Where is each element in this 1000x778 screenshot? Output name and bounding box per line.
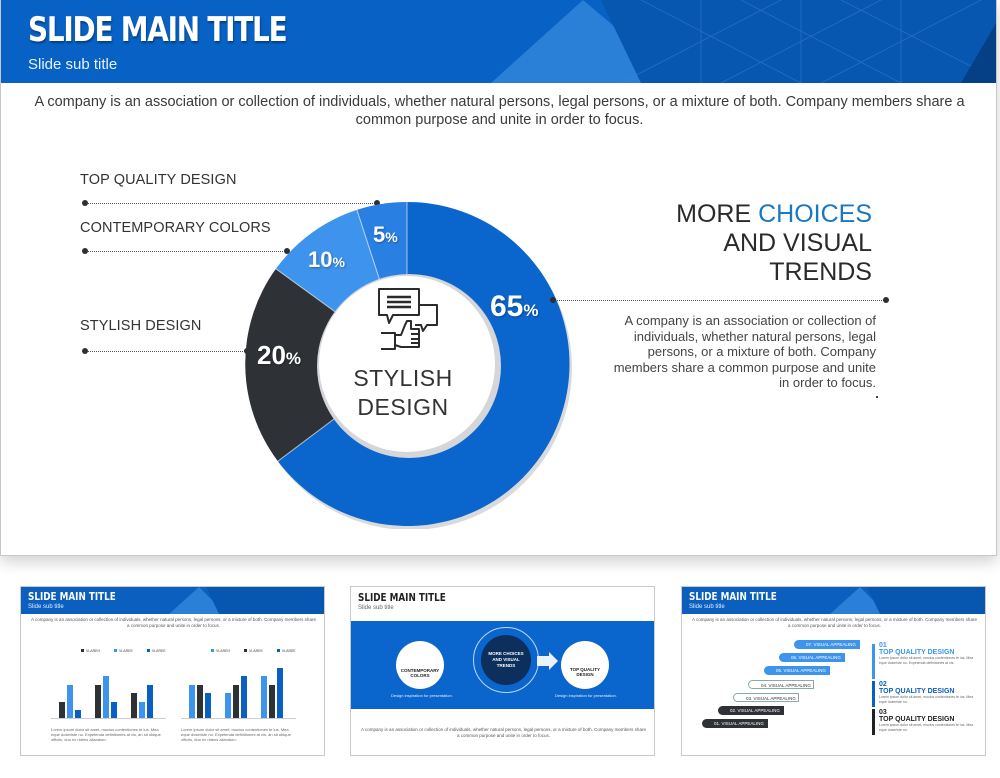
leader-dot bbox=[82, 200, 88, 206]
thumb-header: SLIDE MAIN TITLE Slide sub title bbox=[21, 587, 324, 614]
leader-line-stylish bbox=[85, 351, 247, 352]
arrow-right-icon bbox=[549, 652, 558, 670]
step-pill: 05. VISUAL APPEALING bbox=[764, 666, 830, 675]
item-01: 01 TOP QUALITY DESIGN Lorem ipsum dolor … bbox=[879, 642, 974, 665]
chat-thumbs-up-icon bbox=[378, 288, 438, 350]
thumb-header: SLIDE MAIN TITLE Slide sub title bbox=[682, 587, 985, 614]
thumb-intro: A company is an association or collectio… bbox=[692, 617, 977, 628]
step-pill: 06. VISUAL APPEALING bbox=[779, 653, 845, 662]
circle-top-quality: TOP QUALITY DESIGN bbox=[561, 641, 609, 689]
item-bar bbox=[872, 709, 875, 735]
donut-chart bbox=[245, 201, 572, 529]
right-body-text: A company is an association or collectio… bbox=[613, 313, 876, 390]
step-pill: 01. VISUAL APPEALING bbox=[702, 719, 768, 728]
leader-line-contemporary bbox=[85, 251, 287, 252]
heading-line-2: AND VISUAL bbox=[723, 229, 872, 257]
heading-line-3: TRENDS bbox=[769, 258, 872, 286]
thumb-blue-band: CONTEMPORARY COLORS MORE CHOICES AND VIS… bbox=[351, 621, 654, 709]
heading-more: MORE bbox=[676, 200, 759, 228]
right-heading: MORE CHOICES AND VISUAL TRENDS bbox=[676, 200, 872, 287]
step-pill: 04. VISUAL APPEALING bbox=[748, 680, 814, 689]
thumbnail-slide-3[interactable]: SLIDE MAIN TITLE Slide sub title A compa… bbox=[681, 586, 986, 756]
leader-dot bbox=[82, 348, 88, 354]
center-line-2: DESIGN bbox=[357, 394, 449, 420]
leader-line-65 bbox=[553, 300, 886, 301]
bullet: Design inspiration for presentation. bbox=[391, 693, 453, 698]
circle-contemporary: CONTEMPORARY COLORS bbox=[396, 641, 444, 689]
main-slide-preview[interactable]: SLIDE MAIN TITLE Slide sub title A compa… bbox=[0, 0, 997, 556]
thumb-title: SLIDE MAIN TITLE bbox=[358, 591, 446, 604]
label-contemporary: CONTEMPORARY COLORS bbox=[80, 220, 271, 236]
thumb-intro: A company is an association or collectio… bbox=[31, 617, 316, 628]
leader-line-top-quality bbox=[85, 203, 377, 204]
thumb-subtitle: Slide sub title bbox=[358, 605, 394, 611]
thumb-bar-chart-2: VLAREH VLAREE VLAREE bbox=[181, 649, 296, 719]
item-bar bbox=[872, 644, 875, 679]
circle-center: MORE CHOICES AND VISUAL TRENDS bbox=[481, 635, 531, 685]
pct-label-20: 20% bbox=[257, 340, 302, 370]
arrow-shaft bbox=[537, 656, 549, 666]
thumb-subtitle: Slide sub title bbox=[689, 604, 725, 610]
slide-title: SLIDE MAIN TITLE bbox=[28, 10, 288, 50]
item-02: 02 TOP QUALITY DESIGN Lorem ipsum dolor … bbox=[879, 681, 974, 704]
label-top-quality: TOP QUALITY DESIGN bbox=[80, 172, 237, 188]
pct-label-5: 5% bbox=[373, 222, 398, 247]
thumb-title: SLIDE MAIN TITLE bbox=[689, 590, 777, 603]
pct-label-65: 65% bbox=[490, 290, 539, 323]
bullet: Design inspiration for presentation. bbox=[555, 693, 617, 698]
donut-center-label: STYLISH DESIGN bbox=[323, 364, 483, 422]
step-pill: 03. VISUAL APPEALING bbox=[733, 693, 799, 702]
thumbnail-slide-1[interactable]: SLIDE MAIN TITLE Slide sub title A compa… bbox=[20, 586, 325, 756]
heading-choices: CHOICES bbox=[758, 200, 872, 228]
leader-dot bbox=[883, 297, 889, 303]
leader-dot bbox=[284, 248, 290, 254]
pct-label-10: 10% bbox=[308, 247, 345, 272]
slide-header: SLIDE MAIN TITLE Slide sub title bbox=[1, 0, 996, 83]
step-pill: 07. VISUAL APPEALING bbox=[794, 640, 860, 649]
center-line-1: STYLISH bbox=[353, 365, 453, 391]
thumb-footer: A company is an association or collectio… bbox=[361, 727, 646, 738]
slide-subtitle: Slide sub title bbox=[28, 56, 118, 73]
leader-dot bbox=[374, 200, 380, 206]
thumb-chart-caption: Lorem ipsum dolor sit amet, mucius conte… bbox=[181, 727, 291, 742]
intro-text: A company is an association or collectio… bbox=[34, 94, 965, 128]
thumb-chart-caption: Lorem ipsum dolor sit amet, mucius conte… bbox=[51, 727, 161, 742]
leader-dot bbox=[82, 248, 88, 254]
thumbnail-slide-2[interactable]: SLIDE MAIN TITLE Slide sub title CONTEMP… bbox=[350, 586, 655, 756]
header-pattern bbox=[491, 0, 996, 83]
trailing-dot bbox=[876, 396, 878, 398]
item-03: 03 TOP QUALITY DESIGN Lorem ipsum dolor … bbox=[879, 709, 974, 732]
step-pill: 02. VISUAL APPEALING bbox=[718, 706, 784, 715]
thumb-bar-chart-1: VLAREH VLAREE VLAREE bbox=[51, 649, 166, 719]
label-stylish: STYLISH DESIGN bbox=[80, 318, 202, 334]
thumb-subtitle: Slide sub title bbox=[28, 604, 64, 610]
thumb-title: SLIDE MAIN TITLE bbox=[28, 590, 116, 603]
leader-dot bbox=[550, 297, 556, 303]
item-bar bbox=[872, 681, 875, 707]
